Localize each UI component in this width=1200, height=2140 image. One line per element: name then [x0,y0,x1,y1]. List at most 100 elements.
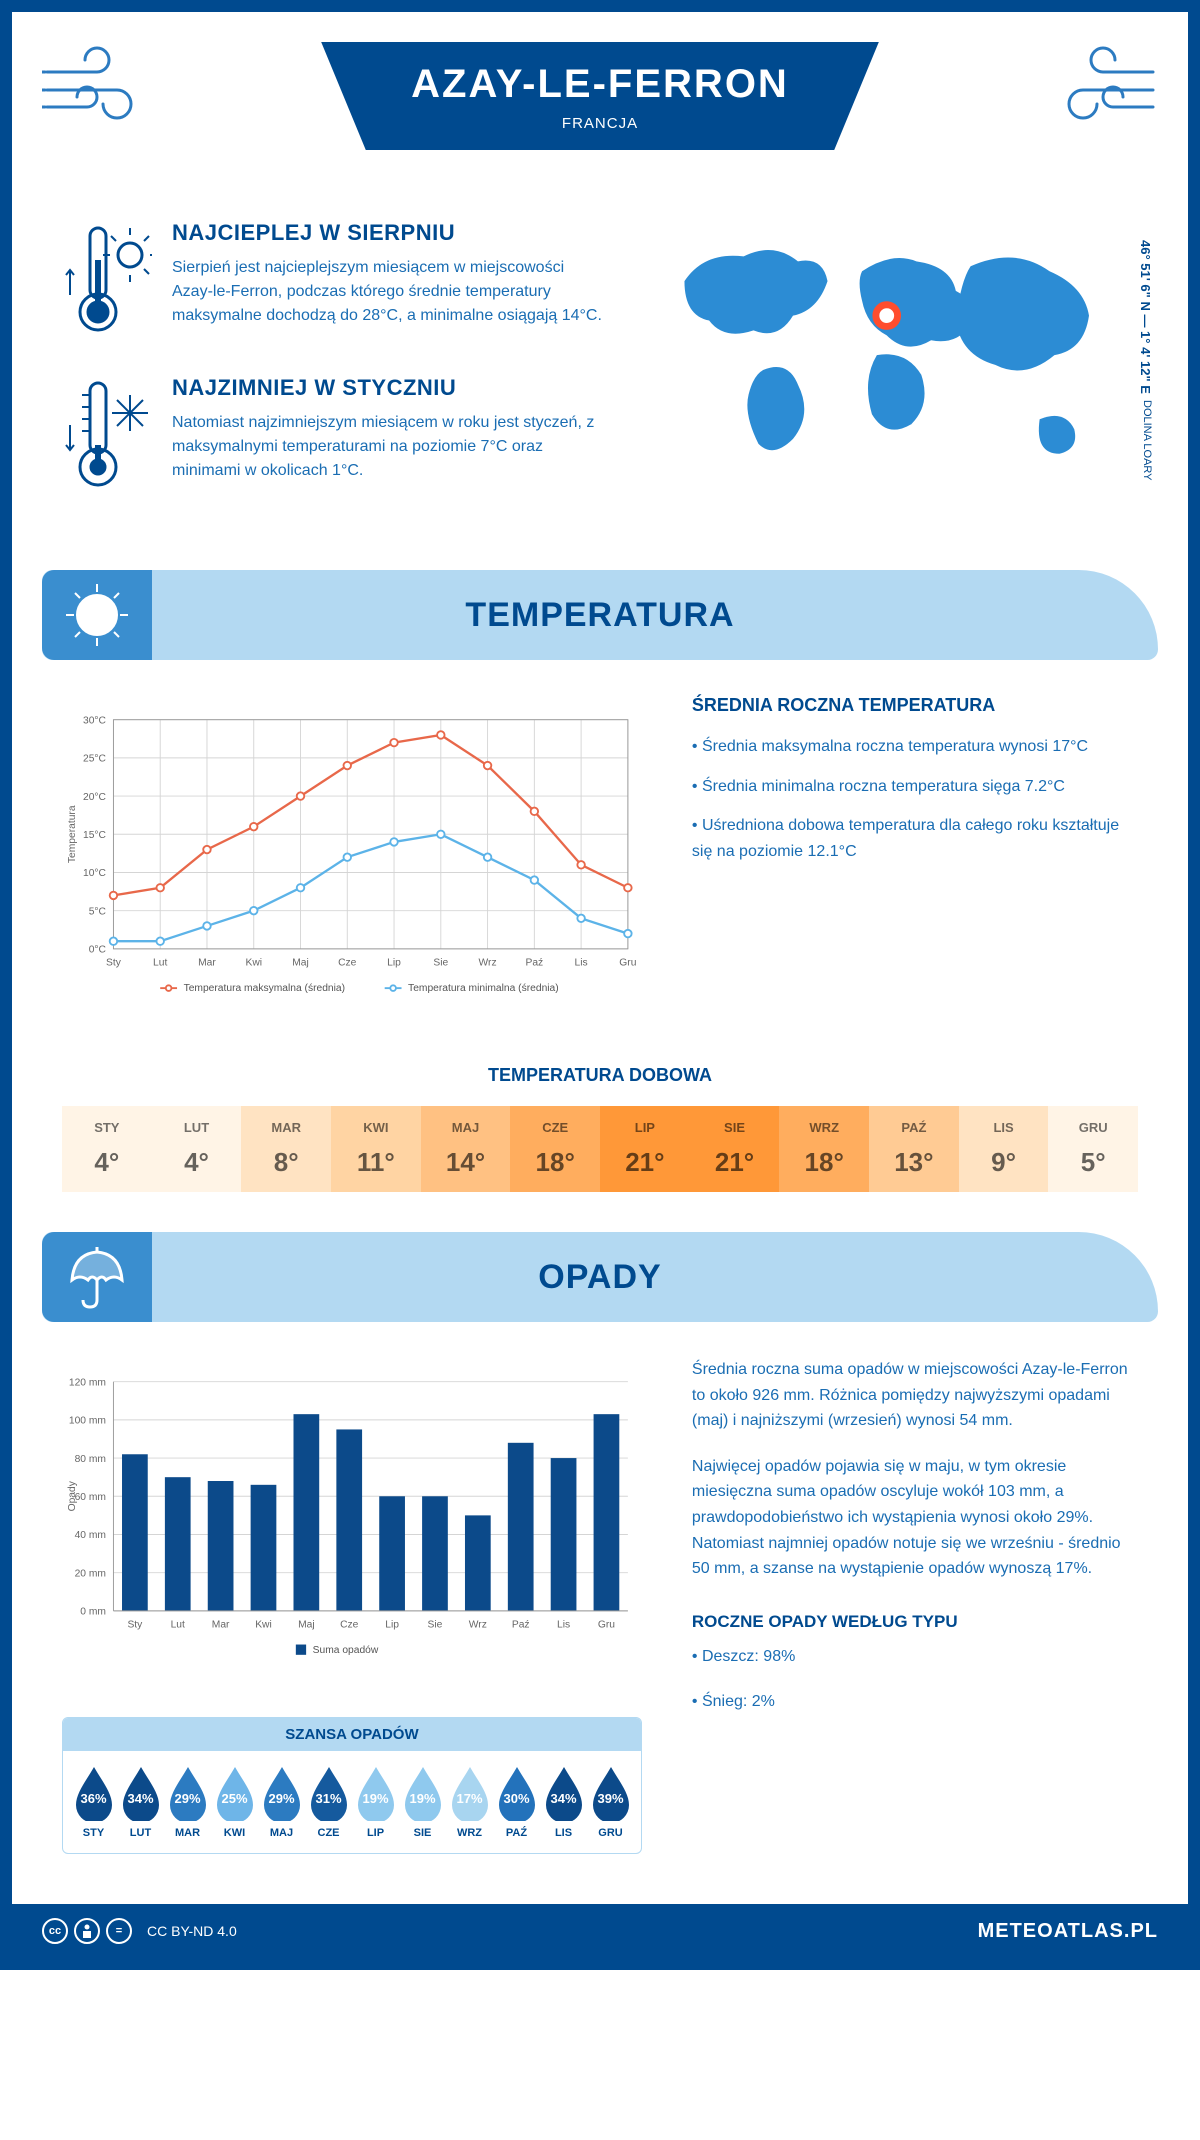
svg-text:Kwi: Kwi [245,958,262,969]
by-icon [74,1918,100,1944]
chance-item: 17%WRZ [447,1765,492,1839]
svg-text:Sty: Sty [106,958,122,969]
temperature-info: ŚREDNIA ROCZNA TEMPERATURA • Średnia mak… [692,695,1138,1030]
region-name: DOLINA LOARY [1141,400,1153,481]
svg-text:Temperatura minimalna (średnia: Temperatura minimalna (średnia) [408,983,559,994]
svg-text:Maj: Maj [298,1620,315,1631]
coldest-title: NAJZIMNIEJ W STYCZNIU [172,375,605,401]
chance-item: 29%MAR [165,1765,210,1839]
header: AZAY-LE-FERRON FRANCJA [12,12,1188,200]
temperature-line-chart: 0°C5°C10°C15°C20°C25°C30°CStyLutMarKwiMa… [62,695,642,1030]
chance-item: 25%KWI [212,1765,257,1839]
temperature-title: TEMPERATURA [465,596,734,635]
world-map-icon [645,220,1138,500]
svg-text:Temperatura maksymalna (średni: Temperatura maksymalna (średnia) [184,983,345,994]
svg-text:Sie: Sie [428,1620,443,1631]
country-name: FRANCJA [411,115,789,132]
svg-text:30°C: 30°C [83,715,107,726]
svg-text:Suma opadów: Suma opadów [313,1645,379,1656]
temp-cell: WRZ18° [779,1106,869,1192]
precipitation-column: 0 mm 20 mm 40 mm 60 mm 80 mm 100 mm 120 mm Opad… [62,1357,642,1854]
svg-text:Paź: Paź [525,958,543,969]
sun-icon [42,570,152,660]
svg-text:Sty: Sty [127,1620,143,1631]
chance-item: 19%LIP [353,1765,398,1839]
precip-type-title: ROCZNE OPADY WEDŁUG TYPU [692,1612,1138,1632]
svg-text:120 mm: 120 mm [69,1377,106,1388]
license-text: CC BY-ND 4.0 [147,1923,237,1939]
chance-item: 19%SIE [400,1765,445,1839]
temp-info-3: • Uśredniona dobowa temperatura dla całe… [692,813,1138,864]
thermometer-cold-icon [62,375,152,495]
temp-cell: MAR8° [241,1106,331,1192]
svg-text:Lut: Lut [171,1620,185,1631]
nd-icon: = [106,1918,132,1944]
chance-item: 36%STY [71,1765,116,1839]
site-name: METEOATLAS.PL [978,1920,1158,1943]
hottest-text: Sierpień jest najcieplejszym miesiącem w… [172,256,605,328]
svg-text:15°C: 15°C [83,830,107,841]
svg-text:Cze: Cze [338,958,357,969]
svg-text:Kwi: Kwi [255,1620,272,1631]
temp-cell: KWI11° [331,1106,421,1192]
temp-cell: STY4° [62,1106,152,1192]
precipitation-header: OPADY [42,1232,1158,1322]
svg-text:0 mm: 0 mm [80,1607,106,1618]
svg-text:100 mm: 100 mm [69,1416,106,1427]
svg-text:20 mm: 20 mm [75,1568,106,1579]
precipitation-info: Średnia roczna suma opadów w miejscowośc… [692,1357,1138,1854]
svg-text:0°C: 0°C [89,945,107,956]
header-banner: AZAY-LE-FERRON FRANCJA [321,42,879,150]
temp-info-title: ŚREDNIA ROCZNA TEMPERATURA [692,695,1138,716]
hottest-block: NAJCIEPLEJ W SIERPNIU Sierpień jest najc… [62,220,605,340]
chance-item: 34%LUT [118,1765,163,1839]
temperature-header: TEMPERATURA [42,570,1158,660]
svg-text:60 mm: 60 mm [75,1492,106,1503]
temp-info-1: • Średnia maksymalna roczna temperatura … [692,734,1138,760]
daily-temp-title: TEMPERATURA DOBOWA [62,1065,1138,1086]
precip-info-2: Najwięcej opadów pojawia się w maju, w t… [692,1454,1138,1582]
footer: cc = CC BY-ND 4.0 METEOATLAS.PL [12,1904,1188,1958]
svg-text:Lis: Lis [575,958,588,969]
svg-text:Gru: Gru [598,1620,615,1631]
svg-text:Gru: Gru [619,958,636,969]
svg-text:80 mm: 80 mm [75,1454,106,1465]
svg-text:10°C: 10°C [83,868,107,879]
precipitation-bar-chart: 0 mm 20 mm 40 mm 60 mm 80 mm 100 mm 120 mm Opad… [62,1357,642,1687]
precipitation-chance-box: SZANSA OPADÓW 36%STY34%LUT29%MAR25%KWI29… [62,1717,642,1854]
thermometer-hot-icon [62,220,152,340]
precip-type-1: • Deszcz: 98% [692,1644,1138,1670]
coordinates: 46° 51' 6" N — 1° 4' 12" E [1138,240,1153,394]
cc-badges: cc = [42,1918,132,1944]
svg-text:Sie: Sie [433,958,448,969]
temp-cell: CZE18° [510,1106,600,1192]
chance-item: 29%MAJ [259,1765,304,1839]
umbrella-icon [42,1232,152,1322]
hottest-title: NAJCIEPLEJ W SIERPNIU [172,220,605,246]
temp-cell: LIS9° [959,1106,1049,1192]
svg-text:25°C: 25°C [83,754,107,765]
chance-title: SZANSA OPADÓW [63,1718,641,1751]
chance-item: 39%GRU [588,1765,633,1839]
wind-icon [1038,42,1158,132]
svg-text:Temperatura: Temperatura [67,805,78,863]
cc-icon: cc [42,1918,68,1944]
svg-text:Maj: Maj [292,958,309,969]
coldest-text: Natomiast najzimniejszym miesiącem w rok… [172,411,605,483]
svg-text:Mar: Mar [212,1620,230,1631]
location-map: 46° 51' 6" N — 1° 4' 12" E DOLINA LOARY [645,220,1138,530]
chance-item: 30%PAŹ [494,1765,539,1839]
temp-info-2: • Średnia minimalna roczna temperatura s… [692,774,1138,800]
svg-text:40 mm: 40 mm [75,1530,106,1541]
svg-text:Cze: Cze [340,1620,359,1631]
svg-text:Opady: Opady [67,1480,78,1511]
svg-text:Lut: Lut [153,958,167,969]
chance-item: 31%CZE [306,1765,351,1839]
svg-text:Mar: Mar [198,958,216,969]
temp-cell: LUT4° [152,1106,242,1192]
wind-icon [42,42,162,132]
daily-temp-table: STY4°LUT4°MAR8°KWI11°MAJ14°CZE18°LIP21°S… [62,1106,1138,1192]
precip-type-2: • Śnieg: 2% [692,1689,1138,1715]
svg-text:5°C: 5°C [89,906,107,917]
svg-text:Lis: Lis [557,1620,570,1631]
